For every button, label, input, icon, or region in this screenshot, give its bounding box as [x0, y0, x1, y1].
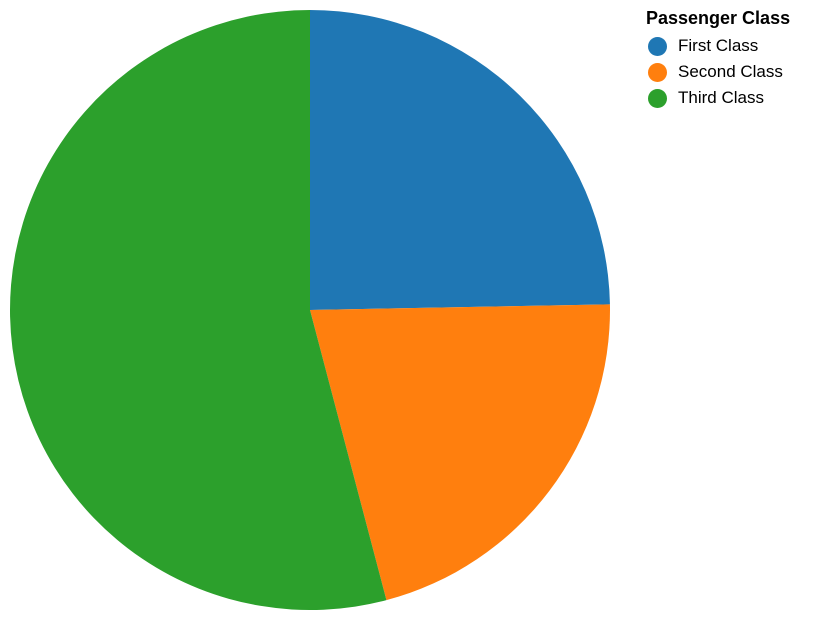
- legend-item-first-class: First Class: [646, 33, 790, 59]
- legend-label: First Class: [678, 36, 759, 55]
- pie-slice-second-class: [310, 304, 610, 601]
- legend-item-second-class: Second Class: [646, 59, 790, 85]
- legend: Passenger Class First Class Second Class T…: [646, 8, 790, 111]
- pie-slice-third-class: [10, 10, 387, 610]
- pie-slice-first-class: [310, 10, 610, 310]
- legend-item-third-class: Third Class: [646, 85, 790, 111]
- legend-items: First Class Second Class Third Class: [646, 33, 790, 111]
- legend-swatch: [648, 88, 667, 108]
- legend-label: Third Class: [678, 88, 764, 107]
- legend-title: Passenger Class: [646, 8, 791, 28]
- legend-swatch: [648, 36, 667, 56]
- pie-chart: [10, 10, 610, 610]
- legend-swatch: [648, 62, 667, 82]
- legend-label: Second Class: [678, 62, 783, 81]
